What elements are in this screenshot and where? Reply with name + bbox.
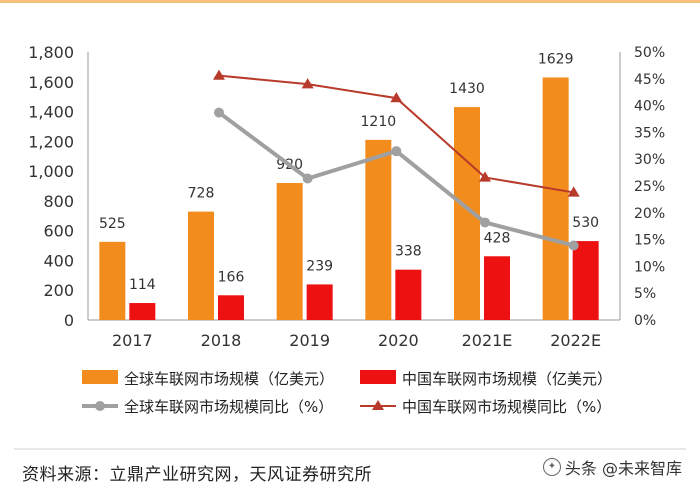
global-yoy-marker bbox=[214, 107, 224, 118]
y-right-tick-label: 5% bbox=[634, 286, 656, 302]
legend-3-swatch-marker bbox=[95, 401, 105, 411]
x-tick-label: 2017 bbox=[112, 331, 153, 350]
global-yoy-marker bbox=[480, 217, 490, 228]
bar-label-china: 239 bbox=[306, 258, 333, 274]
bar-label-china: 530 bbox=[572, 215, 599, 231]
bar-label-global: 728 bbox=[188, 186, 215, 202]
bar-global bbox=[542, 77, 569, 321]
y-left-tick-label: 800 bbox=[43, 192, 74, 211]
bar-china bbox=[218, 295, 244, 320]
y-right-tick-label: 40% bbox=[634, 99, 665, 115]
bar-global bbox=[276, 183, 303, 320]
combo-chart: 0 200 400 600 800 1,000 1,200 1,400 1,600 1,800 0%… bbox=[28, 43, 665, 416]
y-left-tick-label: 600 bbox=[43, 222, 74, 241]
bar-label-global: 1629 bbox=[538, 51, 574, 67]
bar-china bbox=[484, 256, 510, 320]
global-yoy-marker bbox=[391, 146, 402, 157]
bar-china bbox=[129, 303, 156, 320]
legend-4-swatch-marker bbox=[372, 400, 384, 410]
y-right-tick-label: 15% bbox=[634, 233, 665, 249]
legend-1-swatch bbox=[82, 370, 118, 384]
watermark: ✦ 头条 @未来智库 bbox=[542, 455, 682, 479]
y-right-tick-label: 45% bbox=[634, 72, 665, 88]
bar-label-china: 428 bbox=[484, 230, 511, 246]
global-yoy-line bbox=[217, 110, 575, 248]
x-tick-label: 2022E bbox=[550, 331, 601, 350]
bar-label-global: 1210 bbox=[361, 114, 397, 130]
bar-label-china: 338 bbox=[395, 244, 422, 260]
y-right-tick-label: 30% bbox=[634, 152, 665, 168]
watermark-text: 头条 @未来智库 bbox=[564, 459, 682, 478]
legend-2-label: 中国车联网市场规模（亿美元） bbox=[402, 370, 612, 388]
china-yoy-marker bbox=[213, 69, 225, 80]
legend-1-label: 全球车联网市场规模（亿美元） bbox=[124, 370, 334, 388]
china-yoy-marker bbox=[479, 171, 491, 182]
watermark-icon: ✦ bbox=[542, 458, 561, 476]
y-right-tick-label: 50% bbox=[634, 45, 665, 61]
legend-4-label: 中国车联网市场规模同比（%） bbox=[402, 398, 611, 416]
source-text: 资料来源：立鼎产业研究网，天风证券研究所 bbox=[22, 465, 372, 485]
y-right-tick-label: 25% bbox=[634, 179, 665, 195]
y-left-tick-label: 0 bbox=[64, 311, 74, 330]
bar-china bbox=[395, 269, 422, 320]
y-left-tick-label: 1,800 bbox=[28, 43, 74, 62]
y-right-tick-label: 35% bbox=[634, 125, 665, 141]
y-left-tick-label: 1,200 bbox=[28, 132, 74, 151]
china-yoy-marker bbox=[567, 186, 580, 197]
bar-global bbox=[365, 139, 392, 320]
source-divider bbox=[14, 448, 686, 450]
china-yoy-marker bbox=[301, 78, 314, 89]
x-tick-label: 2021E bbox=[462, 331, 513, 350]
top-rule bbox=[0, 0, 700, 3]
legend-3-label: 全球车联网市场规模同比（%） bbox=[124, 398, 333, 416]
bar-china bbox=[306, 284, 333, 320]
y-right-tick-label: 0% bbox=[634, 313, 656, 329]
y-left-tick-label: 400 bbox=[43, 251, 74, 270]
bar-global bbox=[188, 211, 214, 320]
x-tick-label: 2020 bbox=[378, 331, 419, 350]
bar-china bbox=[572, 241, 599, 320]
legend-2-swatch bbox=[360, 370, 396, 384]
x-tick-label: 2018 bbox=[201, 331, 242, 350]
global-yoy-marker bbox=[568, 240, 579, 251]
y-left-tick-label: 1,600 bbox=[28, 73, 74, 92]
y-left-tick-label: 200 bbox=[43, 281, 74, 300]
bar-label-china: 166 bbox=[218, 269, 245, 285]
global-yoy-marker bbox=[302, 173, 313, 184]
y-left-tick-label: 1,000 bbox=[28, 162, 74, 181]
bar-label-china: 114 bbox=[129, 277, 156, 293]
y-left-tick-label: 1,400 bbox=[28, 103, 74, 122]
y-right-tick-label: 20% bbox=[634, 206, 665, 222]
bar-label-global: 525 bbox=[99, 216, 126, 232]
bar-global bbox=[99, 241, 126, 320]
y-right-tick-label: 10% bbox=[634, 259, 665, 275]
bar-label-global: 1430 bbox=[449, 81, 485, 97]
china-yoy-marker bbox=[390, 92, 403, 103]
x-tick-label: 2019 bbox=[289, 331, 330, 350]
